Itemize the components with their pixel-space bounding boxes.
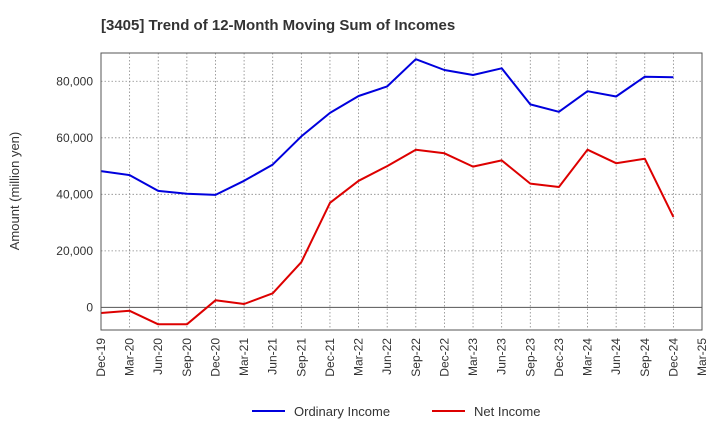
x-tick-label: Sep-21 bbox=[294, 338, 308, 377]
x-tick-label: Mar-22 bbox=[352, 338, 366, 376]
y-axis-label: Amount (million yen) bbox=[7, 132, 22, 251]
y-tick-label: 60,000 bbox=[56, 131, 93, 145]
y-tick-label: 80,000 bbox=[56, 74, 93, 88]
x-tick-label: Mar-21 bbox=[237, 338, 251, 376]
x-tick-label: Mar-20 bbox=[123, 338, 137, 376]
net-income-line bbox=[100, 148, 675, 326]
x-tick-label: Jun-21 bbox=[266, 338, 280, 375]
x-tick-label: Sep-24 bbox=[638, 338, 652, 377]
x-tick-label: Mar-25 bbox=[695, 338, 709, 376]
x-tick-label: Jun-23 bbox=[495, 338, 509, 375]
x-tick-label: Dec-21 bbox=[323, 338, 337, 377]
x-tick-label: Mar-23 bbox=[466, 338, 480, 376]
chart-title: [3405] Trend of 12-Month Moving Sum of I… bbox=[101, 17, 455, 34]
x-tick-label: Sep-22 bbox=[409, 338, 423, 377]
y-tick-label: 0 bbox=[86, 300, 93, 314]
y-tick-label: 40,000 bbox=[56, 187, 93, 201]
ordinary-income-legend-label: Ordinary Income bbox=[294, 404, 390, 419]
x-tick-label: Sep-23 bbox=[523, 338, 537, 377]
x-tick-labels: Dec-19 Mar-20 Jun-20 Sep-20 Dec-20 Mar-21 Jun-… bbox=[94, 338, 709, 377]
legend: Ordinary Income Net Income bbox=[252, 404, 540, 419]
x-tick-label: Dec-23 bbox=[552, 338, 566, 377]
x-tick-label: Dec-24 bbox=[666, 338, 680, 377]
x-tick-label: Dec-20 bbox=[208, 338, 222, 377]
ordinary-income-line bbox=[100, 58, 674, 196]
x-tick-label: Mar-24 bbox=[581, 338, 595, 376]
y-tick-labels: 0 20,000 40,000 60,000 80,000 bbox=[56, 74, 93, 314]
net-income-legend-label: Net Income bbox=[474, 404, 540, 419]
x-tick-label: Jun-22 bbox=[380, 338, 394, 375]
plot-frame bbox=[100, 52, 703, 331]
y-tick-label: 20,000 bbox=[56, 244, 93, 258]
x-tick-label: Jun-20 bbox=[151, 338, 165, 375]
x-tick-label: Dec-19 bbox=[94, 338, 108, 377]
x-tick-label: Sep-20 bbox=[180, 338, 194, 377]
x-tick-label: Jun-24 bbox=[609, 338, 623, 375]
grid-layer bbox=[101, 53, 702, 330]
series-layer bbox=[100, 58, 675, 326]
x-tick-label: Dec-22 bbox=[437, 338, 451, 377]
